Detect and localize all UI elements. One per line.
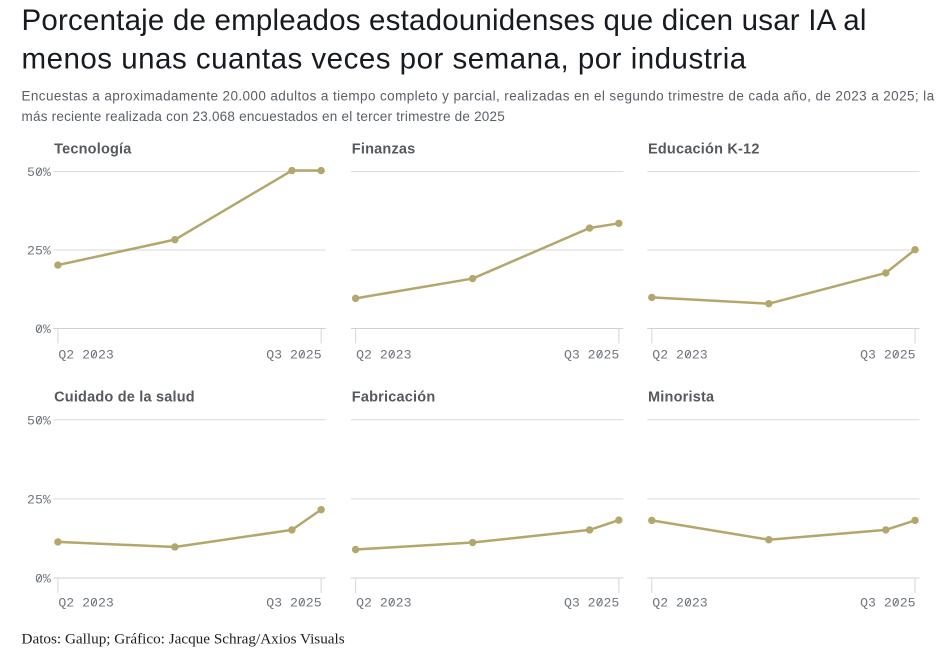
svg-text:Educación K-12: Educación K-12 xyxy=(648,141,760,157)
svg-text:Cuidado de la salud: Cuidado de la salud xyxy=(54,389,195,405)
svg-text:Fabricación: Fabricación xyxy=(352,389,436,405)
svg-text:Q3 2025: Q3 2025 xyxy=(860,348,915,363)
svg-text:0%: 0% xyxy=(35,322,51,337)
svg-text:más reciente realizada con 23.: más reciente realizada con 23.068 encues… xyxy=(22,109,506,124)
svg-text:Q2 2023: Q2 2023 xyxy=(356,596,411,611)
svg-text:Encuestas a aproximadamente 20: Encuestas a aproximadamente 20.000 adult… xyxy=(22,89,935,104)
svg-text:Porcentaje de empleados estado: Porcentaje de empleados estadounidenses … xyxy=(22,4,867,37)
svg-text:Q2 2023: Q2 2023 xyxy=(58,596,113,611)
svg-text:menos unas cuantas veces por s: menos unas cuantas veces por semana, por… xyxy=(22,43,747,76)
svg-text:Q2 2023: Q2 2023 xyxy=(652,596,707,611)
svg-text:25%: 25% xyxy=(27,244,51,259)
svg-text:Q2 2023: Q2 2023 xyxy=(652,348,707,363)
svg-text:0%: 0% xyxy=(35,572,51,587)
svg-text:Q2 2023: Q2 2023 xyxy=(58,348,113,363)
svg-text:Q3 2025: Q3 2025 xyxy=(266,596,321,611)
svg-text:Datos: Gallup; Gráfico: Jacque: Datos: Gallup; Gráfico: Jacque Schrag/Ax… xyxy=(22,631,345,648)
svg-text:Q3 2025: Q3 2025 xyxy=(860,596,915,611)
svg-text:Minorista: Minorista xyxy=(648,389,715,405)
svg-text:25%: 25% xyxy=(27,492,51,507)
svg-text:Tecnología: Tecnología xyxy=(54,141,132,157)
svg-text:Q3 2025: Q3 2025 xyxy=(564,348,619,363)
svg-text:Q2 2023: Q2 2023 xyxy=(356,348,411,363)
svg-text:Q3 2025: Q3 2025 xyxy=(564,596,619,611)
svg-text:Q3 2025: Q3 2025 xyxy=(266,348,321,363)
svg-text:Finanzas: Finanzas xyxy=(352,141,416,157)
